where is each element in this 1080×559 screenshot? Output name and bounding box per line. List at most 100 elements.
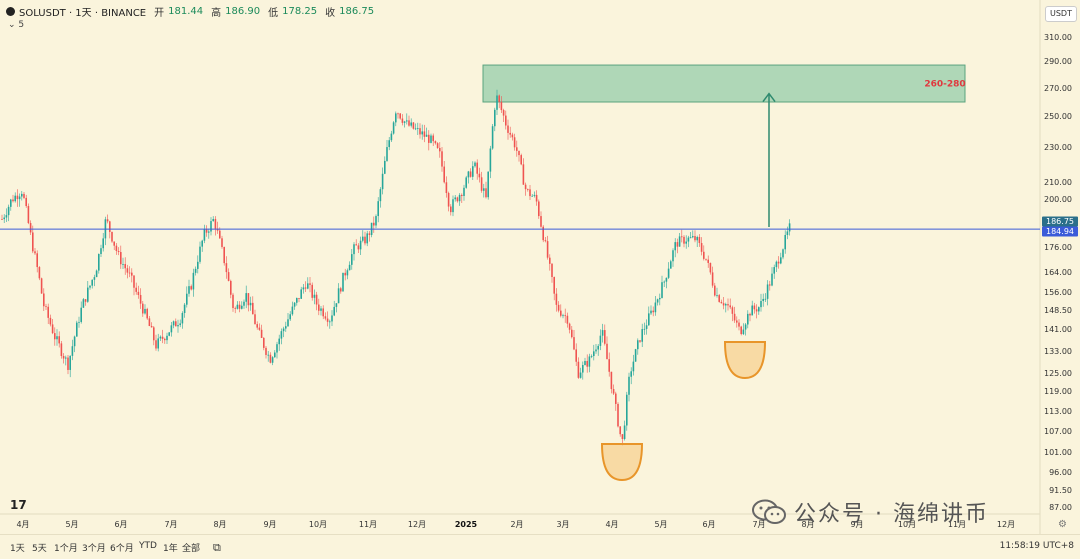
line-price-badge-label: 184.94 xyxy=(1046,227,1074,236)
candle-body xyxy=(478,173,481,178)
candle-body xyxy=(463,187,465,196)
candle-body xyxy=(249,302,252,306)
candle-body xyxy=(544,240,547,242)
candle-body xyxy=(590,356,593,357)
candle-body xyxy=(584,360,586,366)
candle-body xyxy=(540,216,542,227)
candle-body xyxy=(364,236,366,244)
candle-body xyxy=(150,325,153,328)
candle-body xyxy=(106,219,109,222)
candle-body xyxy=(25,197,27,207)
clock[interactable]: 11:58:19 UTC+8 xyxy=(999,541,1074,551)
candle-body xyxy=(571,329,573,338)
candle-body xyxy=(711,272,714,286)
candle-body xyxy=(500,101,503,111)
candle-body xyxy=(254,314,256,325)
candle-body xyxy=(12,199,14,202)
timeframe-all[interactable]: 全部 xyxy=(182,544,201,554)
candle-body xyxy=(694,236,696,241)
candle-body xyxy=(714,285,716,296)
candle-body xyxy=(269,354,272,363)
price-tick-label: 91.50 xyxy=(1049,486,1072,495)
candle-body xyxy=(406,120,408,122)
date-range-icon[interactable]: ⧉ xyxy=(213,541,221,554)
candle-body xyxy=(632,361,635,372)
candle-body xyxy=(788,223,791,232)
candle-body xyxy=(441,151,443,167)
candle-body xyxy=(267,354,269,356)
symbol-header: SOLUSDT · 1天 · BINANCE 开 181.44 高 186.90 低… xyxy=(6,4,374,19)
candle-body xyxy=(538,201,540,217)
timeframe-1m[interactable]: 1个月 xyxy=(54,544,78,554)
timeframe-5d[interactable]: 5天 xyxy=(32,544,47,554)
candle-body xyxy=(740,326,742,335)
candle-body xyxy=(205,229,208,233)
candle-body xyxy=(410,122,412,126)
time-tick-label: 11月 xyxy=(948,520,966,529)
candle-body xyxy=(392,122,395,134)
candle-body xyxy=(318,304,320,311)
candle-body xyxy=(786,231,789,235)
settings-gear-icon[interactable]: ⚙ xyxy=(1058,519,1067,530)
target-arrow-head xyxy=(762,92,776,103)
candle-body xyxy=(766,284,769,299)
candle-body xyxy=(67,357,69,370)
candle-body xyxy=(454,197,456,200)
candle-body xyxy=(685,241,687,244)
timeframe-1d[interactable]: 1天 xyxy=(10,544,25,554)
candle-body xyxy=(617,403,619,427)
price-tick-label: 156.00 xyxy=(1044,288,1072,297)
time-tick-label: 8月 xyxy=(213,520,226,529)
candle-body xyxy=(773,267,775,274)
symbol-label[interactable]: SOLUSDT · 1天 · BINANCE xyxy=(19,8,147,19)
candle-body xyxy=(771,273,773,286)
time-tick-label: 4月 xyxy=(605,520,618,529)
candle-body xyxy=(637,340,639,350)
candle-body xyxy=(362,236,364,241)
candle-body xyxy=(351,254,353,265)
indicator-toggle[interactable]: ⌄ 5 xyxy=(8,20,25,30)
timeframe-1y[interactable]: 1年 xyxy=(163,544,178,554)
candle-body xyxy=(742,329,745,335)
price-tick-label: 101.00 xyxy=(1044,448,1072,457)
time-tick-label: 6月 xyxy=(114,520,127,529)
timeframe-3m[interactable]: 3个月 xyxy=(82,544,106,554)
candle-body xyxy=(194,268,197,273)
candle-body xyxy=(377,201,379,217)
candle-body xyxy=(186,293,188,305)
candle-body xyxy=(667,268,670,278)
candle-body xyxy=(84,299,87,302)
candle-body xyxy=(738,322,740,327)
candle-body xyxy=(32,232,34,252)
candle-body xyxy=(579,372,582,378)
tradingview-logo-icon[interactable]: 𝟭𝟳 xyxy=(10,498,27,512)
candle-body xyxy=(762,298,764,302)
candle-body xyxy=(744,324,747,330)
price-tick-label: 119.00 xyxy=(1044,387,1072,396)
candle-body xyxy=(199,246,201,262)
timeframe-6m[interactable]: 6个月 xyxy=(110,544,134,554)
candle-body xyxy=(21,193,23,197)
target-zone xyxy=(482,64,966,103)
time-tick-label: 10月 xyxy=(898,520,916,529)
candle-body xyxy=(102,238,104,249)
bottom-cup-june xyxy=(723,341,767,380)
candle-body xyxy=(672,250,674,262)
candle-body xyxy=(753,305,756,310)
candle-body xyxy=(100,248,102,255)
candle-body xyxy=(736,320,738,323)
candle-body xyxy=(241,305,243,309)
candle-body xyxy=(430,135,432,143)
candle-body xyxy=(18,196,21,200)
candle-body xyxy=(381,173,384,190)
candle-body xyxy=(564,315,566,317)
timeframe-ytd[interactable]: YTD xyxy=(139,541,157,551)
time-tick-label: 11月 xyxy=(359,520,377,529)
candle-body xyxy=(65,357,67,359)
candle-body xyxy=(769,284,771,286)
candle-body xyxy=(388,140,390,148)
candle-body xyxy=(122,264,124,265)
currency-button[interactable]: USDT xyxy=(1045,6,1077,22)
time-tick-label: 5月 xyxy=(654,520,667,529)
